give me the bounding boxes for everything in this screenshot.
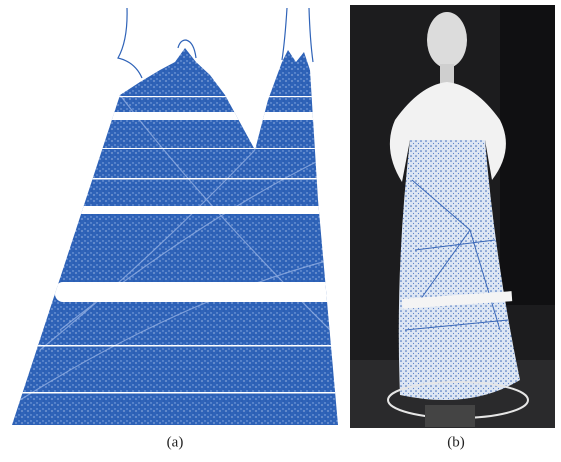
panel-a-image [0,0,345,430]
panel-label: (b) [447,434,465,450]
panel-b-image [350,5,555,428]
figure-canvas: (a) (b) [0,0,561,462]
panel-label: (a) [167,434,184,450]
figure: (a) (b) [0,0,561,462]
